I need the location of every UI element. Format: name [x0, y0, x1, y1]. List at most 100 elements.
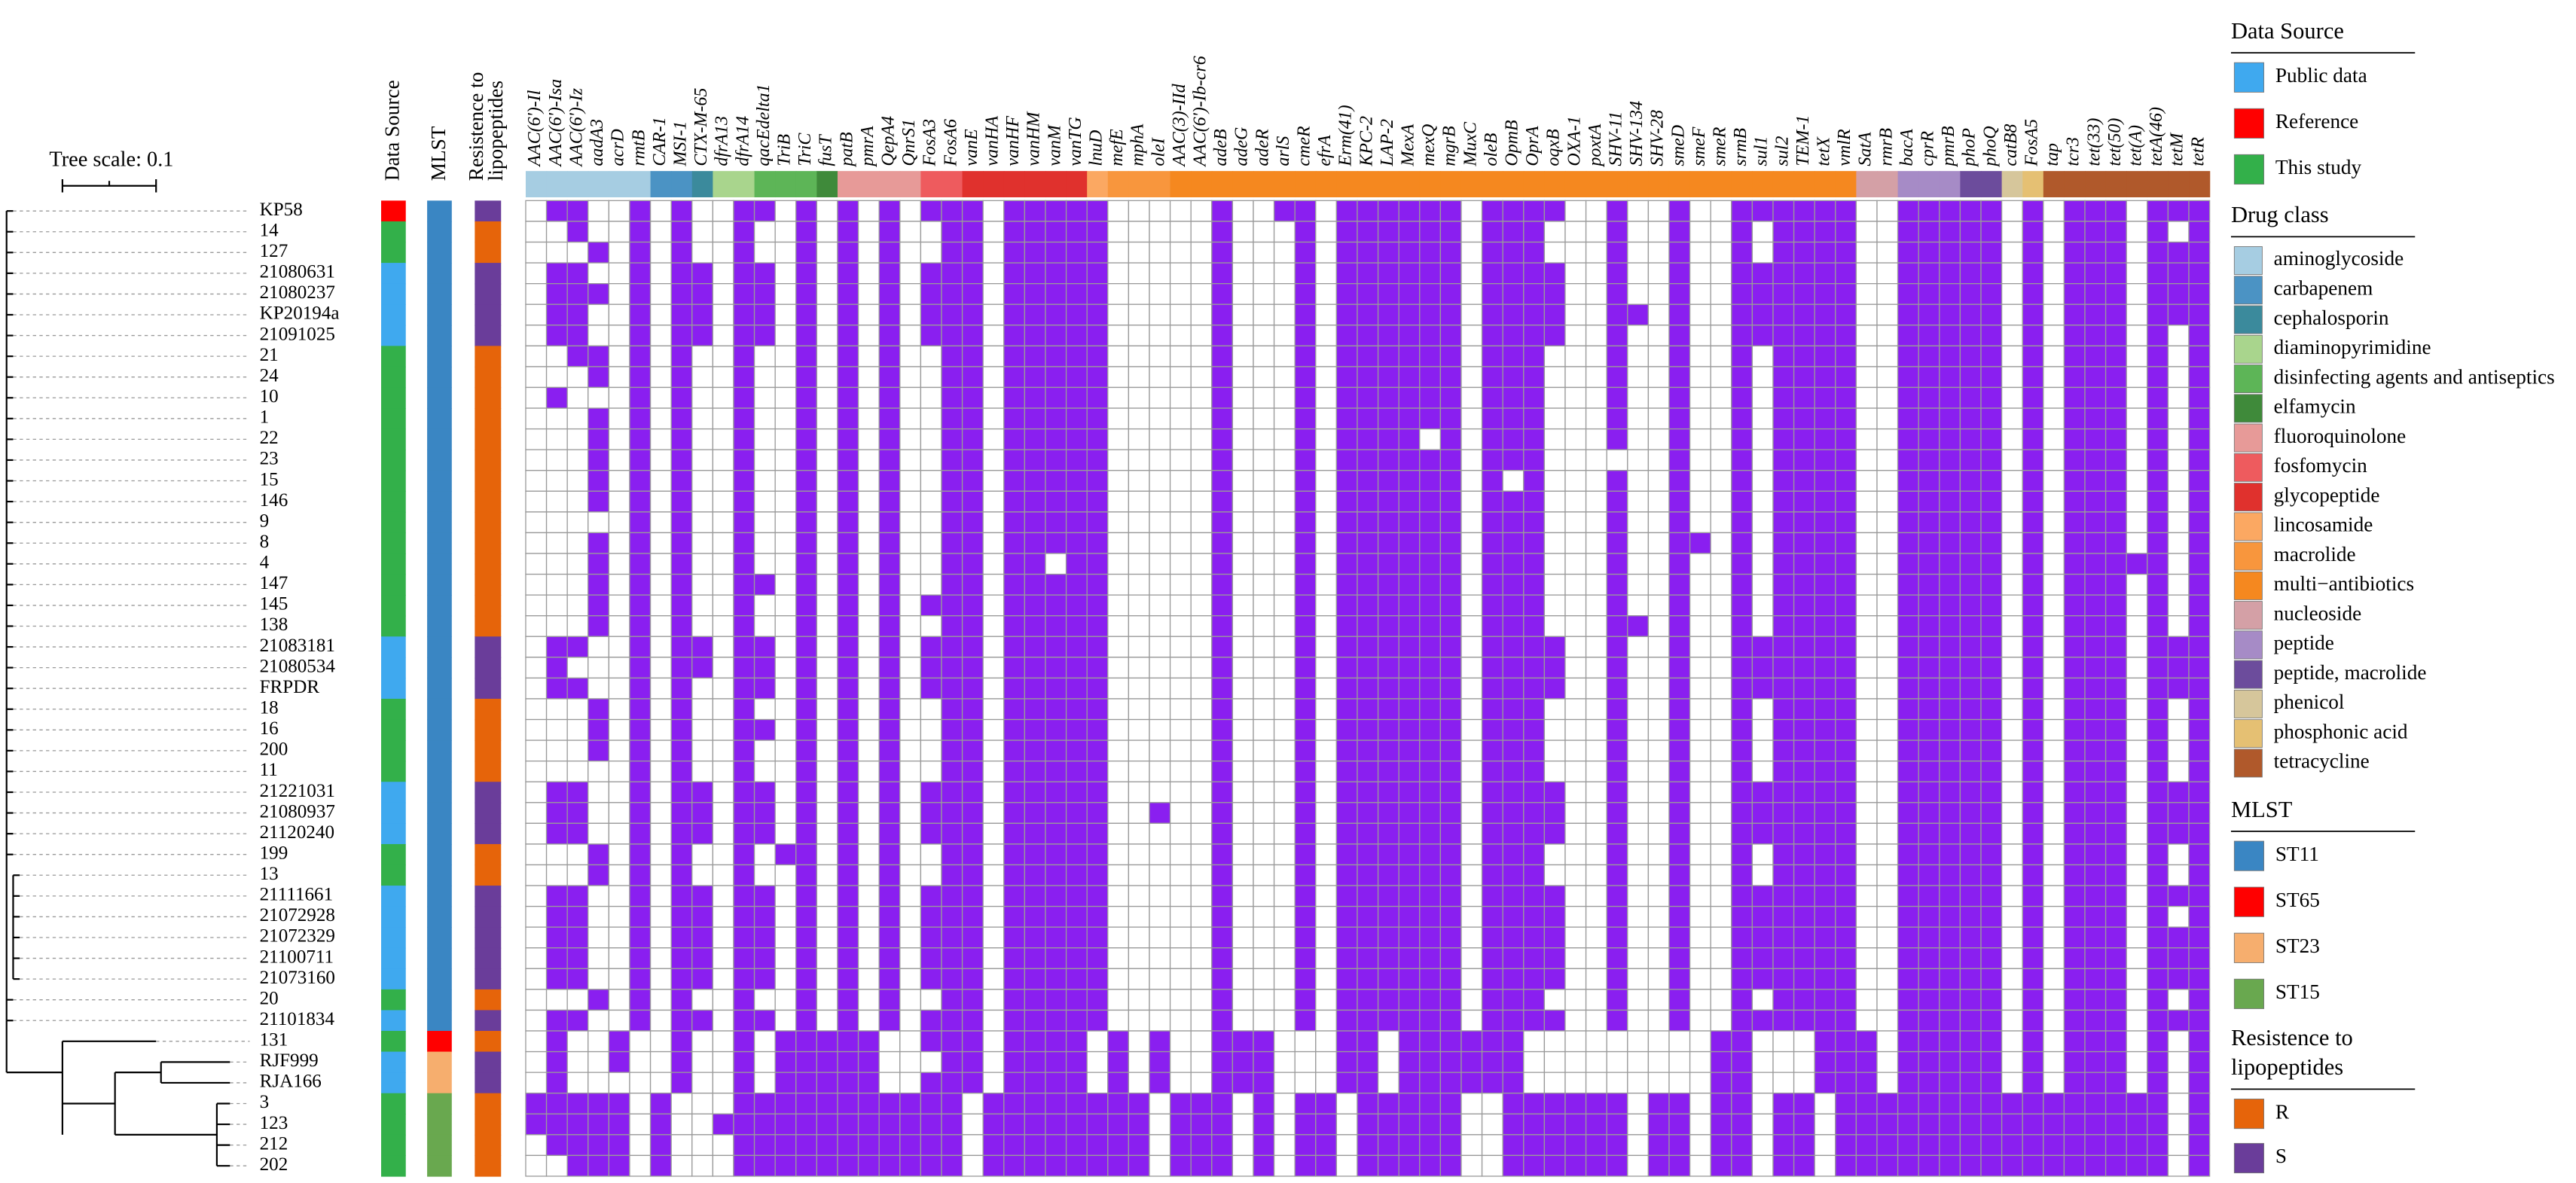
heatmap-cell: [2167, 843, 2190, 866]
heatmap-cell: [1772, 636, 1795, 658]
heatmap-cell: [1564, 200, 1587, 222]
heatmap-cell: [1128, 241, 1150, 264]
heatmap-cell: [1211, 698, 1234, 721]
heatmap-cell: [1128, 345, 1150, 367]
heatmap-cell: [1398, 532, 1421, 554]
data-source-cell: [381, 843, 406, 866]
heatmap-cell: [899, 698, 922, 721]
heatmap-cell: [1273, 490, 1296, 513]
heatmap-cell: [2084, 718, 2107, 741]
heatmap-cell: [2063, 615, 2086, 637]
heatmap-cell: [1419, 926, 1442, 949]
heatmap-cell: [2167, 885, 2190, 907]
heatmap-cell: [816, 200, 838, 222]
heatmap-cell: [1335, 1009, 1358, 1032]
heatmap-cell: [566, 968, 589, 990]
heatmap-cell: [566, 262, 589, 285]
heatmap-cell: [1419, 366, 1442, 389]
heatmap-cell: [670, 366, 693, 389]
heatmap-cell: [1169, 345, 1192, 367]
legend-swatch: [2233, 394, 2263, 423]
heatmap-cell: [1606, 366, 1628, 389]
heatmap-cell: [691, 200, 714, 222]
heatmap-cell: [1107, 241, 1130, 264]
heatmap-cell: [1045, 1009, 1067, 1032]
heatmap-cell: [1897, 200, 1919, 222]
heatmap-cell: [878, 885, 901, 907]
heatmap-cell: [753, 283, 776, 305]
heatmap-cell: [1149, 615, 1171, 637]
heatmap-cell: [941, 345, 963, 367]
heatmap-cell: [2147, 511, 2169, 534]
heatmap-cell: [1814, 1009, 1836, 1032]
heatmap-cell: [1294, 386, 1317, 409]
heatmap-cell: [1855, 1030, 1878, 1053]
heatmap-cell: [1897, 677, 1919, 700]
heatmap-cell: [1793, 843, 1815, 866]
heatmap-cell: [1585, 490, 1607, 513]
heatmap-cell: [649, 1009, 672, 1032]
heatmap-cell: [1232, 325, 1254, 347]
heatmap-cell: [2022, 1072, 2044, 1094]
heatmap-cell: [1211, 1093, 1234, 1114]
heatmap-cell: [1793, 470, 1815, 492]
heatmap-cell: [1835, 718, 1857, 741]
heatmap-cell: [1627, 843, 1650, 866]
heatmap-cell: [1793, 366, 1815, 389]
legend-label: peptide: [2274, 632, 2334, 654]
heatmap-cell: [1315, 822, 1338, 845]
heatmap-cell: [2147, 345, 2169, 367]
heatmap-cell: [753, 885, 776, 907]
heatmap-cell: [1398, 1113, 1421, 1136]
heatmap-cell: [608, 739, 630, 762]
heatmap-cell: [1419, 200, 1442, 222]
heatmap-cell: [1710, 905, 1732, 928]
resistance-cell: [475, 408, 502, 430]
heatmap-cell: [2126, 511, 2148, 534]
heatmap-cell: [1918, 864, 1940, 886]
heatmap-cell: [1439, 428, 1462, 450]
heatmap-cell: [1065, 345, 1088, 367]
legend-label: fluoroquinolone: [2274, 425, 2407, 447]
heatmap-cell: [1627, 428, 1650, 450]
heatmap-cell: [1190, 657, 1213, 679]
heatmap-cell: [1751, 283, 1774, 305]
heatmap-cell: [691, 366, 714, 389]
heatmap-cell: [1419, 677, 1442, 700]
sample-label: 138: [260, 614, 288, 635]
heatmap-cell: [649, 1050, 672, 1073]
heatmap-cell: [1855, 345, 1878, 367]
heatmap-cell: [1273, 968, 1296, 990]
heatmap-cell: [649, 303, 672, 326]
heatmap-cell: [1439, 470, 1462, 492]
heatmap-cell: [753, 718, 776, 741]
heatmap-cell: [691, 325, 714, 347]
heatmap-cell: [2188, 739, 2211, 762]
heatmap-cell: [961, 511, 984, 534]
heatmap-cell: [1543, 553, 1566, 575]
heatmap-cell: [1149, 761, 1171, 782]
heatmap-cell: [1751, 968, 1774, 990]
heatmap-cell: [1273, 366, 1296, 389]
heatmap-cell: [1647, 470, 1670, 492]
mlst-cell: [427, 1072, 452, 1094]
heatmap-cell: [588, 594, 610, 617]
heatmap-cell: [545, 345, 568, 367]
heatmap-cell: [1627, 864, 1650, 886]
heatmap-cell: [941, 325, 963, 347]
heatmap-cell: [1419, 1134, 1442, 1157]
heatmap-cell: [1357, 1072, 1379, 1094]
heatmap-cell: [1668, 718, 1691, 741]
mlst-cell: [427, 574, 452, 596]
heatmap-cell: [753, 532, 776, 554]
heatmap-cell: [2188, 428, 2211, 450]
heatmap-cell: [795, 615, 818, 637]
heatmap-cell: [1918, 262, 1940, 285]
heatmap-cell: [712, 221, 734, 243]
heatmap-cell: [1377, 781, 1399, 803]
heatmap-cell: [2188, 989, 2211, 1011]
heatmap-cell: [1959, 843, 1982, 866]
heatmap-cell: [525, 718, 548, 741]
heatmap-cell: [1897, 1113, 1919, 1136]
heatmap-cell: [1335, 926, 1358, 949]
